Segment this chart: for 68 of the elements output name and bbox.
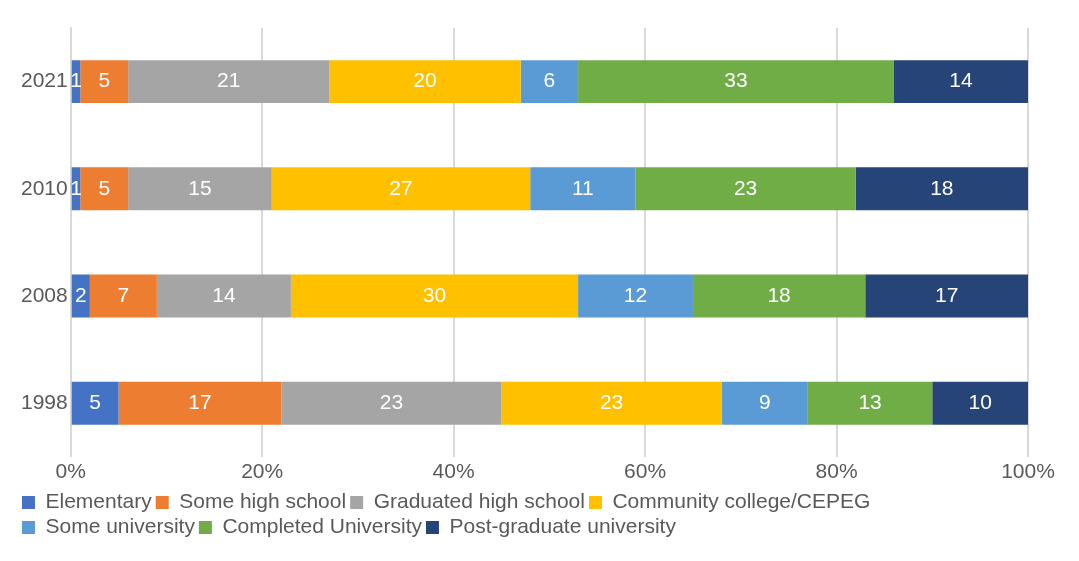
bar [281, 381, 502, 425]
legend-label: Some high school [179, 489, 347, 513]
data-label: 5 [89, 390, 101, 413]
bar [520, 60, 579, 104]
data-label: 6 [543, 68, 556, 92]
bar [855, 167, 1028, 211]
bar [692, 274, 866, 318]
data-label: 27 [389, 175, 413, 199]
bar [530, 167, 636, 211]
legend-label: Community college/CEPEG [612, 489, 871, 513]
bar [578, 274, 693, 318]
x-tick-label: 20% [241, 459, 284, 483]
legend-label: Graduated high school [373, 489, 585, 513]
bar [807, 381, 933, 425]
bar [80, 60, 129, 104]
data-label: 10 [968, 390, 992, 413]
x-tick-label: 60% [624, 459, 667, 483]
bar [290, 274, 579, 318]
bar [128, 167, 272, 211]
data-label: 5 [98, 68, 111, 92]
data-label: 17 [934, 282, 959, 306]
data-label: 17 [188, 390, 212, 413]
bar [271, 167, 531, 211]
data-label: 18 [767, 282, 791, 306]
data-label: 30 [422, 282, 447, 306]
x-tick-label: 100% [1001, 459, 1055, 483]
bar [89, 274, 157, 318]
legend-label: Elementary [45, 489, 153, 513]
data-label: 9 [758, 390, 771, 413]
bar [501, 381, 722, 425]
data-label: 21 [216, 68, 241, 92]
data-label: 20 [413, 68, 437, 92]
data-label: 23 [379, 390, 404, 413]
legend-label: Some university [45, 514, 196, 538]
bar [893, 60, 1028, 104]
y-tick-label: 2010 [21, 175, 68, 199]
y-tick-label: 1998 [21, 390, 68, 413]
bar [329, 60, 521, 104]
data-label: 11 [571, 175, 594, 199]
data-label: 5 [98, 175, 111, 199]
bar [128, 60, 330, 104]
bar [71, 381, 119, 425]
data-label: 12 [623, 282, 648, 306]
data-label: 14 [212, 282, 236, 306]
bar [721, 381, 808, 425]
data-label: 2 [74, 282, 87, 306]
data-label: 23 [733, 175, 758, 199]
legend-label: Post-graduate university [449, 514, 677, 538]
legend-label: Completed University [222, 514, 423, 538]
bar [578, 60, 894, 104]
bar [865, 274, 1028, 318]
x-tick-label: 0% [55, 459, 86, 483]
x-tick-label: 40% [432, 459, 475, 483]
data-label: 33 [724, 68, 748, 92]
bar [932, 381, 1028, 425]
bar [118, 381, 282, 425]
data-label: 15 [188, 175, 212, 199]
x-tick-label: 80% [815, 459, 858, 483]
data-label: 13 [858, 390, 882, 413]
bar [156, 274, 291, 318]
y-tick-label: 2021 [21, 68, 68, 92]
data-label: 14 [949, 68, 973, 92]
data-label: 7 [117, 282, 130, 306]
y-tick-label: 2008 [21, 282, 68, 306]
data-label: 23 [599, 390, 624, 413]
data-label: 18 [930, 175, 954, 199]
bar [635, 167, 856, 211]
bar [80, 167, 129, 211]
